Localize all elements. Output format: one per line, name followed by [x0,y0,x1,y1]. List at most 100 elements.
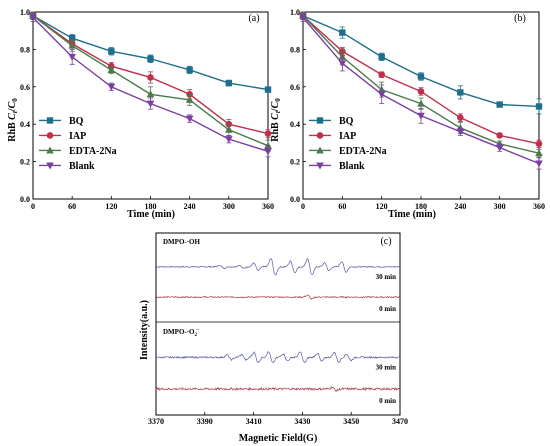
kinetics-plot-a: 0 60 120 180 240 300 360 0.0 0.2 0.4 0.6 0.8 1.0 BQ IA… [20,8,274,211]
data-point [496,101,503,108]
data-point [378,53,385,61]
y-tick-label: 0.2 [20,158,30,167]
data-point [339,29,346,36]
legend-marker [46,117,54,124]
panel-c-ylabel: Intensity(a.u.) [139,300,150,360]
x-tick-label: 180 [415,202,427,211]
y-tick-label: 0.2 [290,158,300,167]
panel-a-ylabel: RhB Ct/C0 [7,98,19,142]
x-tick-label: 3430 [294,417,310,426]
x-tick-label: 120 [105,202,117,211]
epr-trace [155,351,401,364]
x-tick-label: 240 [184,202,196,211]
panel-c-label: (c) [380,236,391,247]
legend-label: Blank [339,161,365,172]
panel-b-label: (b) [514,13,526,24]
kinetics-plot-b: 0 60 120 180 240 300 360 0.0 0.2 0.4 0.6 0.8 1.0 BQ IA… [290,8,545,211]
data-point [456,128,465,136]
epr-trace [155,294,401,300]
y-tick-label: 1.0 [290,8,300,17]
epr-plot: 3370 3390 3410 3430 3450 3470 30 min 0 min 30 mi… [148,232,408,426]
data-point [107,65,116,73]
legend-marker [46,146,54,154]
data-point [29,14,37,22]
panel-b: RhB Ct/C0 Time (min) (b) [270,13,526,220]
data-point [68,34,76,42]
epr-trace [155,385,401,393]
plot-frame [155,232,401,416]
series-edta-2na [299,11,543,158]
data-point [225,125,233,133]
data-point [146,90,155,98]
y-tick-label: 0.6 [290,83,300,92]
series-blank [299,13,543,170]
data-point [417,112,425,120]
legend-label: BQ [339,116,354,127]
data-point [264,141,272,149]
epr-trace [156,258,401,276]
data-point [417,99,425,107]
x-tick-label: 300 [223,202,235,211]
series-iap [29,11,272,138]
y-tick-label: 0.8 [290,45,300,54]
legend-marker [46,162,54,170]
data-point [186,66,193,74]
x-tick-label: 3410 [246,417,262,426]
x-tick-label: 360 [533,202,545,211]
y-tick-label: 1.0 [20,8,30,17]
x-tick-label: 0 [301,202,305,211]
x-tick-label: 3370 [148,417,164,426]
spectrum-2-name: DMPO-·O2− [163,328,200,338]
x-tick-label: 3470 [392,417,408,426]
panel-a-label: (a) [248,13,259,24]
legend-marker [46,132,54,139]
y-tick-label: 0.8 [20,45,30,54]
panel-c-xlabel: Magnetic Field(G) [239,433,318,444]
y-tick-label: 0.0 [290,195,300,204]
x-tick-label: 60 [338,202,346,211]
legend-marker [316,162,324,170]
y-tick-label: 0.6 [20,83,30,92]
legend-label: Blank [69,161,95,172]
trace-label: 0 min [379,397,396,405]
x-tick-label: 60 [68,202,76,211]
trace-label: 0 min [379,305,396,313]
data-point [225,136,233,144]
legend-marker [316,132,324,139]
panel-a: RhB Ct/C0 Time (min) (a) [7,13,260,220]
x-tick-label: 240 [454,202,466,211]
data-point [535,149,543,157]
data-point [147,74,154,81]
x-tick-label: 300 [494,202,506,211]
data-point [225,79,233,87]
x-tick-label: 0 [31,202,35,211]
legend: BQ IAP EDTA-2Na Blank [309,116,387,172]
spectrum-1-name: DMPO-·OH [163,238,200,246]
data-point [457,114,464,121]
panel-a-xlabel: Time (min) [127,209,175,220]
data-point [264,86,272,93]
legend-label: EDTA-2Na [69,146,117,157]
data-point [338,60,347,68]
data-point [496,132,503,139]
data-point [147,55,154,62]
legend-marker [316,117,324,124]
x-tick-label: 3390 [197,417,213,426]
legend-label: IAP [69,131,86,142]
data-point [68,41,76,49]
panel-b-xlabel: Time (min) [388,209,436,220]
x-tick-label: 120 [376,202,388,211]
panel-b-ylabel: RhB Ct/C0 [270,98,282,142]
legend-label: IAP [339,131,356,142]
data-point [264,148,272,156]
data-point [185,95,194,103]
data-point [146,100,155,108]
panel-c: Intensity(a.u.) Magnetic Field(G) (c) DM… [139,236,392,444]
trace-label: 30 min [376,273,397,281]
x-tick-label: 180 [145,202,157,211]
trace-label: 30 min [376,363,397,371]
series-blank [29,13,272,158]
data-point [457,89,464,96]
x-tick-label: 360 [262,202,274,211]
